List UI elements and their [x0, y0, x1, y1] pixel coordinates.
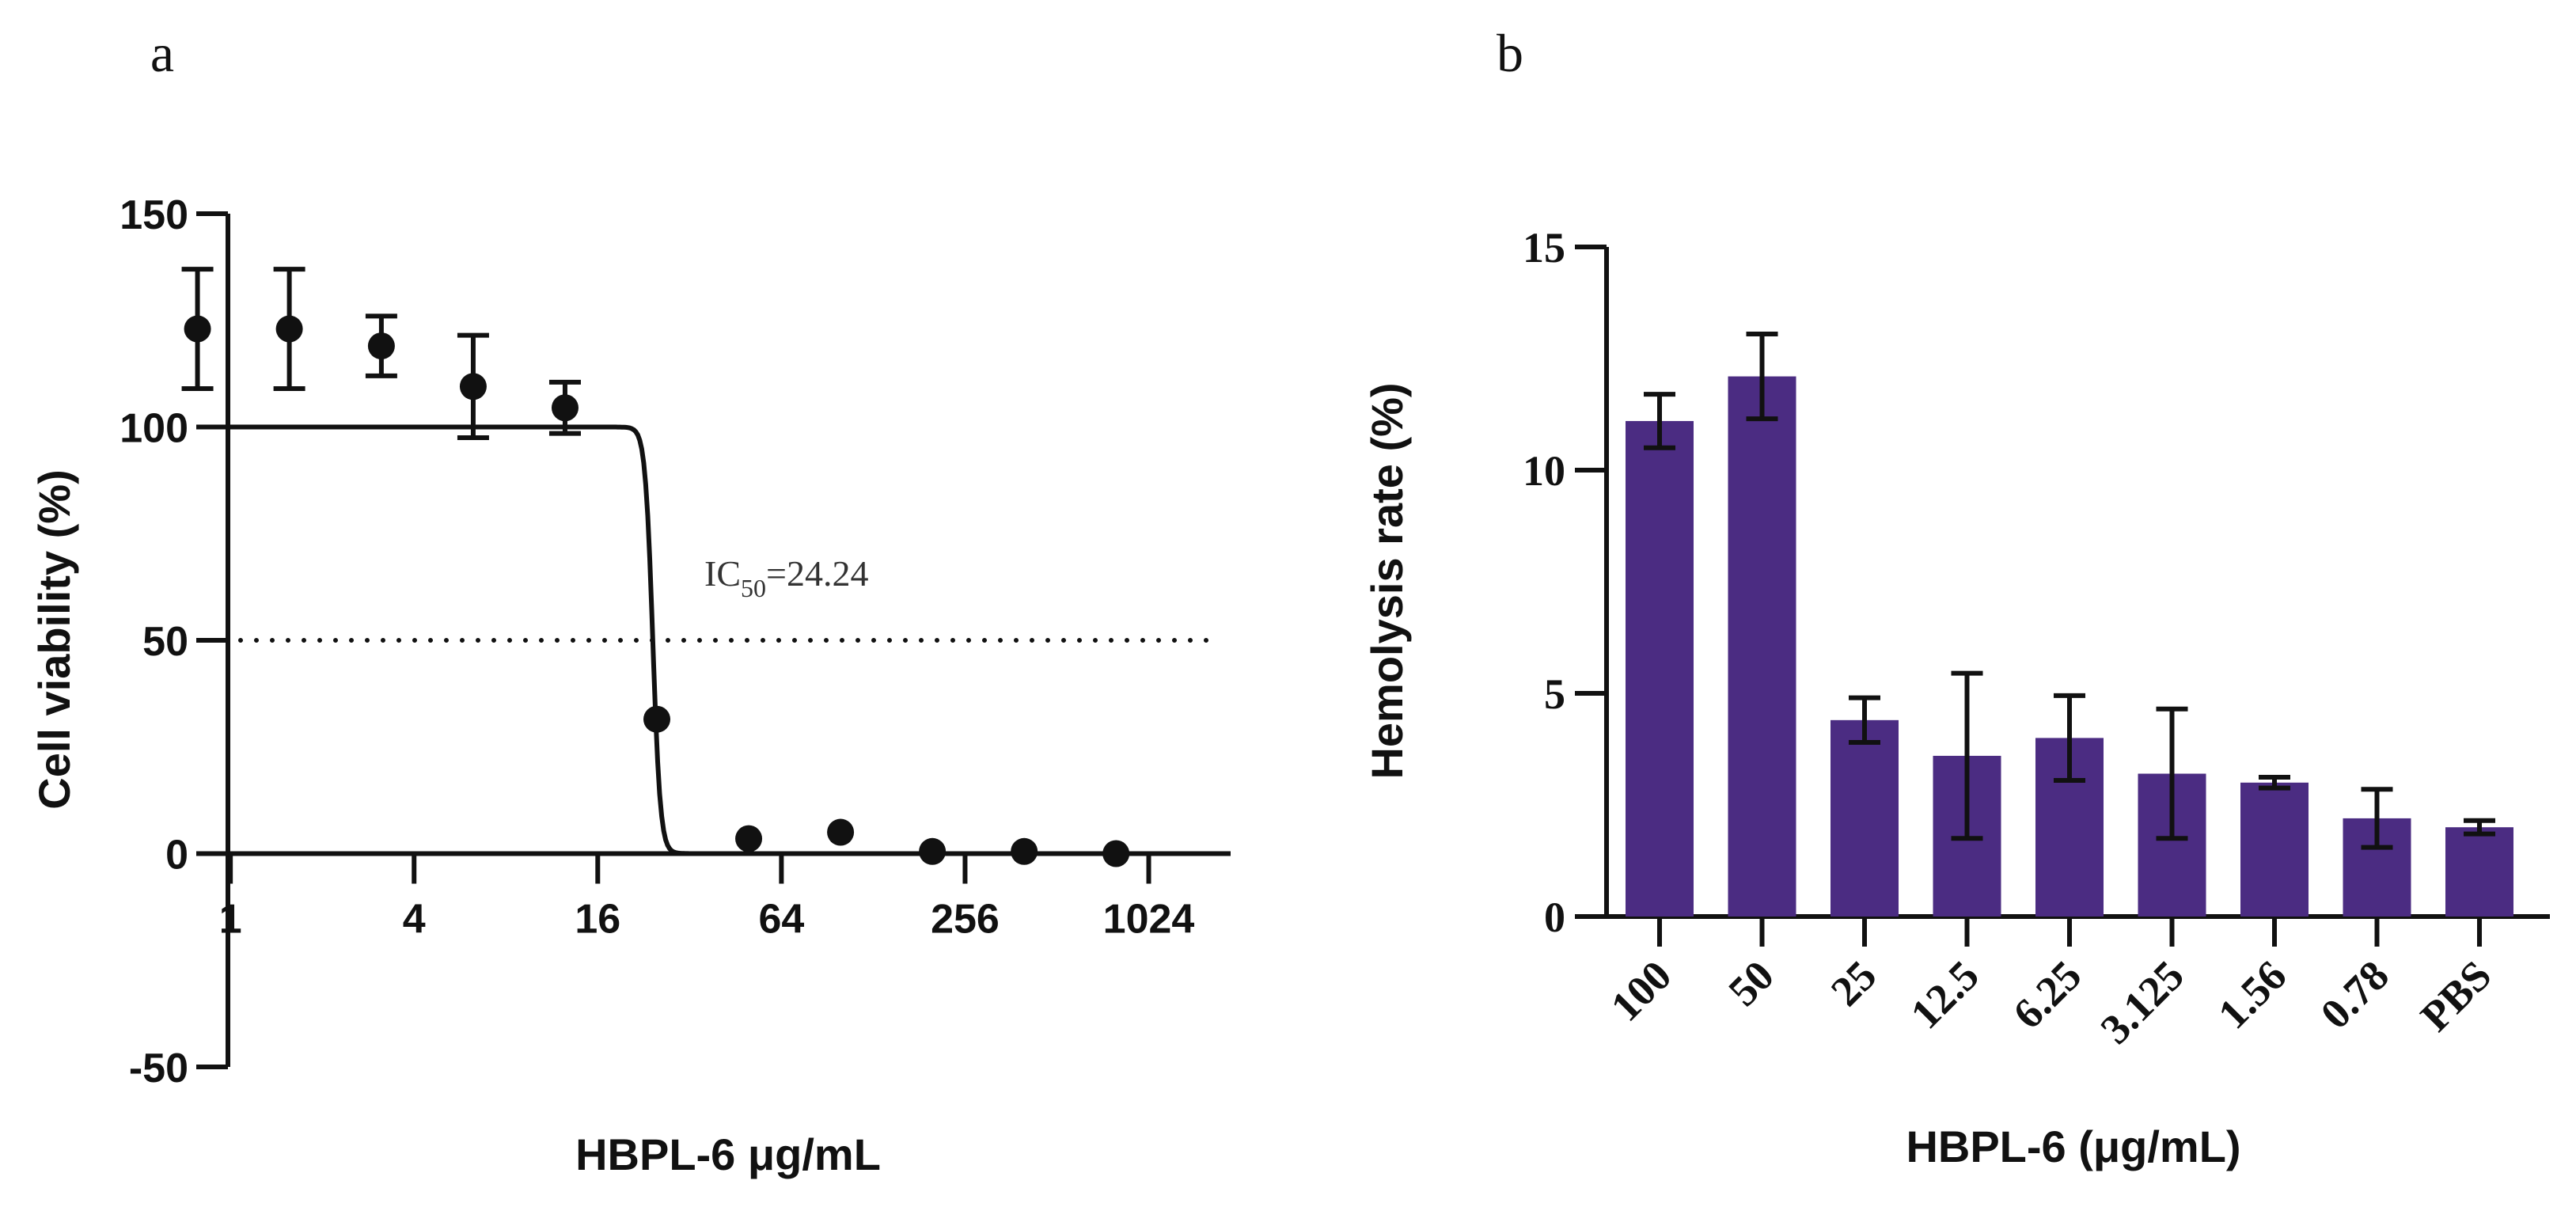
panel-b-y-tick-label: 10 — [1523, 447, 1565, 495]
dose-response-fit-curve — [228, 424, 1223, 856]
bar — [1728, 376, 1796, 917]
data-point — [184, 315, 211, 343]
panel-b-x-tick-label: 25 — [1822, 951, 1886, 1015]
bar — [2240, 782, 2309, 917]
bar — [1626, 420, 1694, 917]
panel-a-axes: -50 0 50 100 150 1 4 16 64 256 1024 — [120, 192, 1231, 1091]
panel-a-x-tick-label: 1024 — [1103, 897, 1195, 943]
data-point — [1011, 837, 1038, 865]
bar — [1831, 719, 1899, 917]
panel-a-data-points — [181, 267, 1130, 867]
data-point — [551, 394, 579, 422]
panel-b-y-tick-label: 15 — [1523, 224, 1565, 271]
data-point — [1102, 840, 1130, 867]
panel-b-x-axis-label: HBPL-6 (μg/mL) — [1906, 1122, 2240, 1171]
panel-a-y-tick-label: 0 — [165, 833, 188, 879]
panel-b-label: b — [1497, 23, 1523, 83]
panel-b-bars — [1626, 331, 2513, 917]
panel-b-x-tick-label: 0.78 — [2312, 951, 2398, 1038]
ic50-value: =24.24 — [766, 553, 868, 594]
ic50-subscript: 50 — [741, 574, 766, 602]
panel-b-x-tick-label: 3.125 — [2092, 951, 2193, 1053]
panel-b-x-tick-label: 6.25 — [2004, 951, 2090, 1038]
panel-a-y-tick-label: 50 — [142, 619, 188, 665]
panel-a-x-axis-label: HBPL-6 μg/mL — [575, 1129, 881, 1179]
panel-b-x-tick-label: 100 — [1602, 951, 1681, 1031]
data-point — [459, 373, 487, 400]
panel-b-y-axis-label: Hemolysis rate (%) — [1362, 382, 1412, 779]
panel-b-x-tick-label: 12.5 — [1902, 951, 1988, 1038]
data-point — [827, 818, 855, 846]
data-point — [367, 332, 395, 360]
panel-a-fit-curve — [228, 424, 1223, 856]
panel-b-x-tick-label: 1.56 — [2209, 951, 2295, 1038]
panel-a-y-tick-label: 100 — [120, 406, 188, 452]
data-point — [735, 825, 763, 852]
panel-a-x-tick-label: 4 — [403, 897, 426, 943]
panel-b-y-tick-label: 5 — [1544, 670, 1565, 718]
data-point — [919, 837, 947, 865]
panel-b-x-tick-label: 50 — [1719, 951, 1783, 1015]
panel-a-x-tick-label: 64 — [758, 897, 804, 943]
panel-a-label: a — [150, 23, 174, 83]
panel-a-x-tick-label: 1 — [219, 897, 242, 943]
panel-b-x-tick-label: PBS — [2411, 951, 2500, 1040]
panel-a-x-tick-label: 16 — [575, 897, 620, 943]
panel-a-y-tick-label: -50 — [129, 1046, 188, 1091]
ic50-annotation: IC50=24.24 — [704, 553, 868, 602]
data-point — [275, 315, 303, 343]
data-point — [643, 705, 671, 733]
panel-a-x-tick-label: 256 — [931, 897, 1000, 943]
panel-a-y-tick-label: 150 — [120, 192, 188, 238]
panel-a-y-axis-label: Cell viability (%) — [29, 469, 79, 809]
bar — [2445, 827, 2513, 917]
ic50-prefix: IC — [704, 553, 741, 594]
panel-b-y-tick-label: 0 — [1544, 894, 1565, 941]
